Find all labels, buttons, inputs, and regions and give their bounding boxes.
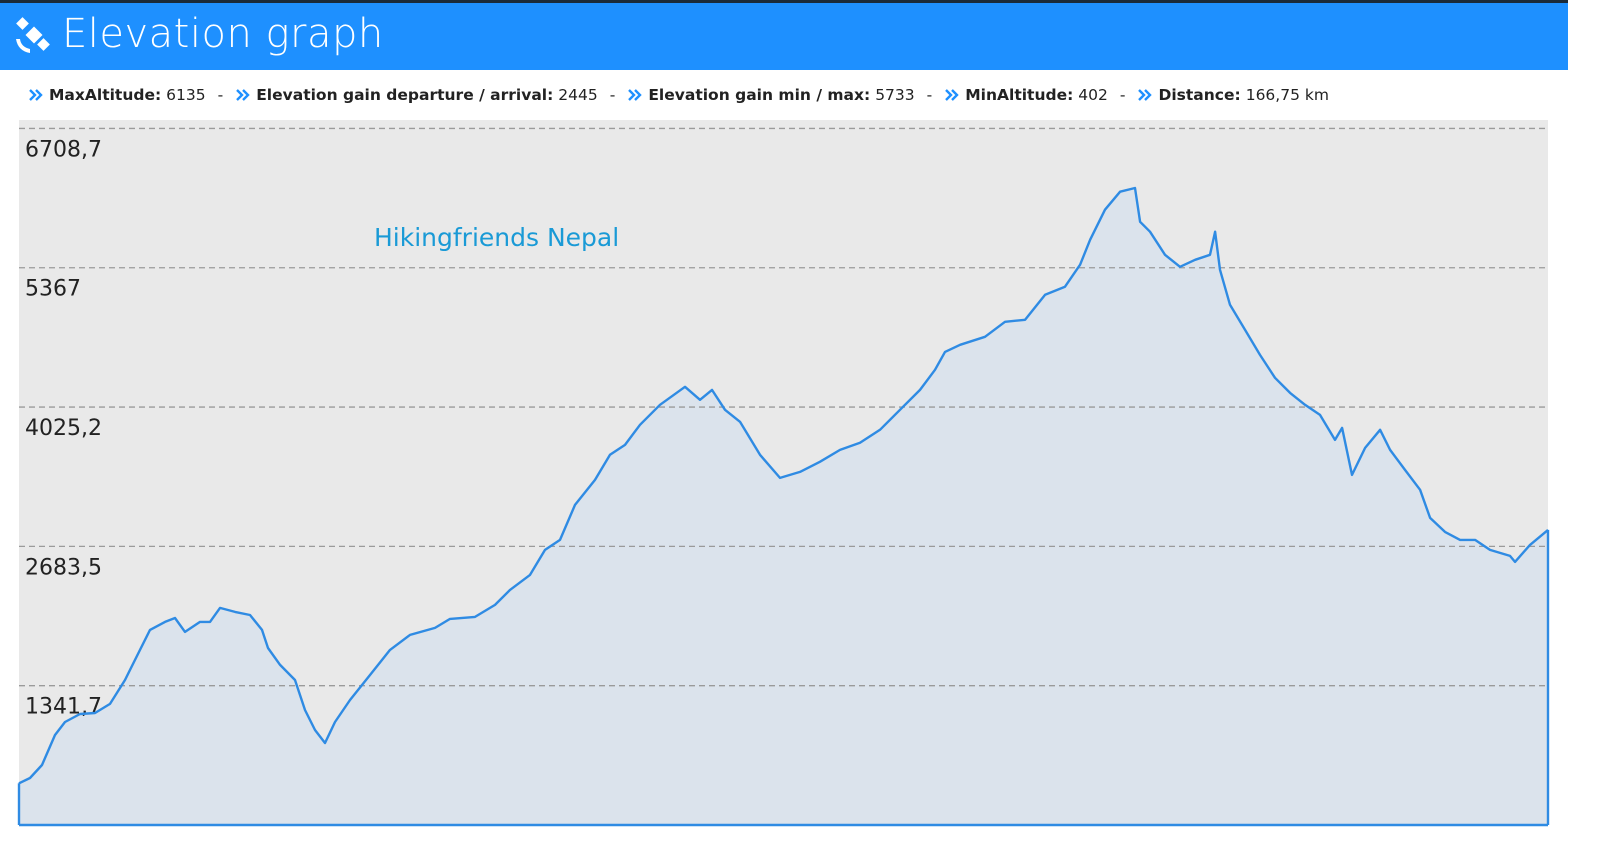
chart: 1341,7 2683,5 4025,2 5367 6708,7 Hikingfriend… bbox=[17, 120, 1550, 827]
stats-bar: MaxAltitude: 6135- Elevation gain departur… bbox=[28, 86, 1329, 104]
chevron-icon bbox=[628, 89, 643, 101]
stat-label: MinAltitude: bbox=[965, 86, 1074, 104]
stat-label: Elevation gain min / max: bbox=[648, 86, 871, 104]
stat-value: 2445 bbox=[558, 86, 598, 104]
chevron-icon bbox=[945, 89, 959, 101]
chevron-icon bbox=[1138, 89, 1153, 101]
separator: - bbox=[217, 86, 224, 104]
elevation-line bbox=[18, 186, 1549, 785]
stat-label: Elevation gain departure / arrival: bbox=[256, 86, 554, 104]
separator: - bbox=[926, 86, 933, 104]
stat-item: MaxAltitude: 6135 bbox=[28, 86, 206, 104]
y-tick-label: 2683,5 bbox=[25, 555, 102, 580]
area-fill bbox=[19, 188, 1548, 825]
separator: - bbox=[1119, 86, 1126, 104]
stat-value: 402 bbox=[1078, 86, 1108, 104]
separator: - bbox=[609, 86, 616, 104]
stat-item: MinAltitude: 402 bbox=[944, 86, 1108, 104]
chevron-icon bbox=[29, 89, 43, 101]
stat-item: Elevation gain departure / arrival: 2445 bbox=[235, 86, 598, 104]
stat-label: MaxAltitude: bbox=[49, 86, 162, 104]
stat-label: Distance: bbox=[1158, 86, 1241, 104]
stat-value: 166,75 km bbox=[1245, 86, 1329, 104]
y-tick-label: 5367 bbox=[25, 277, 81, 302]
chevron-icon bbox=[236, 89, 250, 101]
y-tick-label: 6708,7 bbox=[25, 137, 102, 162]
stat-value: 6135 bbox=[166, 86, 206, 104]
y-tick-label: 4025,2 bbox=[25, 416, 102, 441]
stat-item: Elevation gain min / max: 5733 bbox=[627, 86, 915, 104]
satellite-icon bbox=[16, 17, 50, 53]
annotation: Hikingfriends Nepal bbox=[374, 223, 619, 252]
y-tick-label: 1341,7 bbox=[25, 695, 102, 720]
stat-item: Distance: 166,75 km bbox=[1137, 86, 1329, 104]
header: Elevation graph bbox=[0, 0, 1568, 70]
stat-value: 5733 bbox=[875, 86, 915, 104]
page-title: Elevation graph bbox=[62, 11, 384, 57]
